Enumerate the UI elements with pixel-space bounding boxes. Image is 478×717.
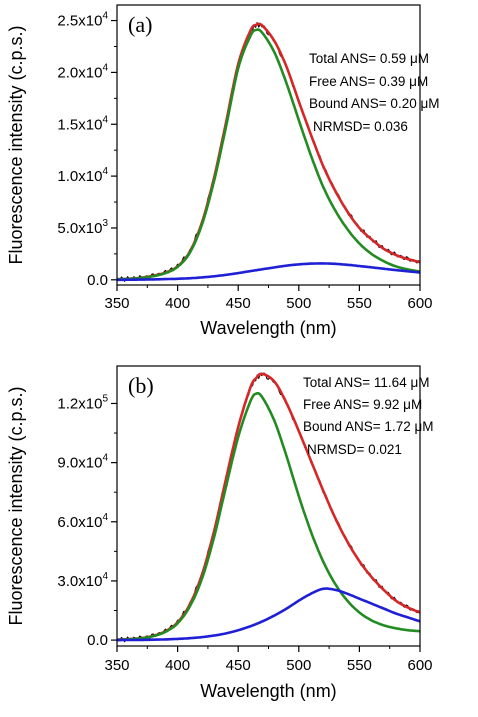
y-tick-label: 9.0x104: [57, 453, 108, 472]
y-tick-label: 0.0: [87, 272, 108, 289]
x-axis-title: Wavelength (nm): [200, 681, 336, 701]
measured-spectrum-line: [116, 372, 421, 643]
y-tick-label: 1.0x104: [57, 166, 108, 185]
x-axis-title: Wavelength (nm): [200, 318, 336, 338]
panel-label: (b): [128, 373, 154, 398]
y-tick-label: 2.5x104: [57, 11, 108, 30]
total-fit-line: [116, 372, 421, 641]
annotation-text: Total ANS= 11.64 μM: [303, 375, 429, 390]
annotation-text: NRMSD= 0.036: [313, 119, 408, 134]
annotation-text: Total ANS= 0.59 μM: [309, 51, 429, 66]
y-tick-label: 1.5x104: [57, 114, 108, 133]
y-tick-label: 1.2x105: [57, 393, 108, 412]
x-tick-label: 400: [165, 657, 190, 674]
free-ans-line: [116, 28, 421, 281]
annotation-text: Free ANS= 0.39 μM: [309, 74, 428, 89]
x-tick-label: 450: [226, 295, 251, 312]
panel-label: (a): [128, 12, 152, 37]
x-tick-label: 450: [226, 657, 251, 674]
free-ans-line: [116, 392, 421, 642]
annotation-text: Free ANS= 9.92 μM: [303, 397, 422, 412]
x-tick-label: 350: [104, 295, 129, 312]
x-tick-label: 350: [104, 657, 129, 674]
x-tick-label: 600: [407, 295, 432, 312]
y-axis-title: Fluorescence intensity (c.p.s.): [6, 25, 26, 264]
x-tick-label: 500: [286, 295, 311, 312]
x-tick-label: 550: [347, 657, 372, 674]
panel-a: 350 400 450 500 550 600 0.0 5.0x103 1.0x104 1.5x1…: [6, 4, 440, 338]
y-tick-label: 3.0x104: [57, 571, 108, 590]
x-tick-label: 400: [165, 295, 190, 312]
bound-ans-line: [116, 262, 421, 282]
bound-ans-line: [116, 587, 421, 642]
x-tick-label: 550: [347, 295, 372, 312]
y-tick-label: 6.0x104: [57, 512, 108, 531]
x-tick-label: 600: [407, 657, 432, 674]
annotation-text: Bound ANS= 1.72 μM: [303, 419, 434, 434]
y-axis-title: Fluorescence intensity (c.p.s.): [6, 386, 26, 625]
panel-b: 350 400 450 500 550 600 0.0 3.0x104 6.0x104 9.0x1…: [6, 365, 434, 701]
y-tick-label: 2.0x104: [57, 62, 108, 81]
annotation-text: NRMSD= 0.021: [307, 442, 402, 457]
y-tick-label: 5.0x103: [57, 218, 108, 237]
x-tick-label: 500: [286, 657, 311, 674]
annotation-text: Bound ANS= 0.20 μM: [309, 96, 440, 111]
y-tick-label: 0.0: [87, 632, 108, 649]
